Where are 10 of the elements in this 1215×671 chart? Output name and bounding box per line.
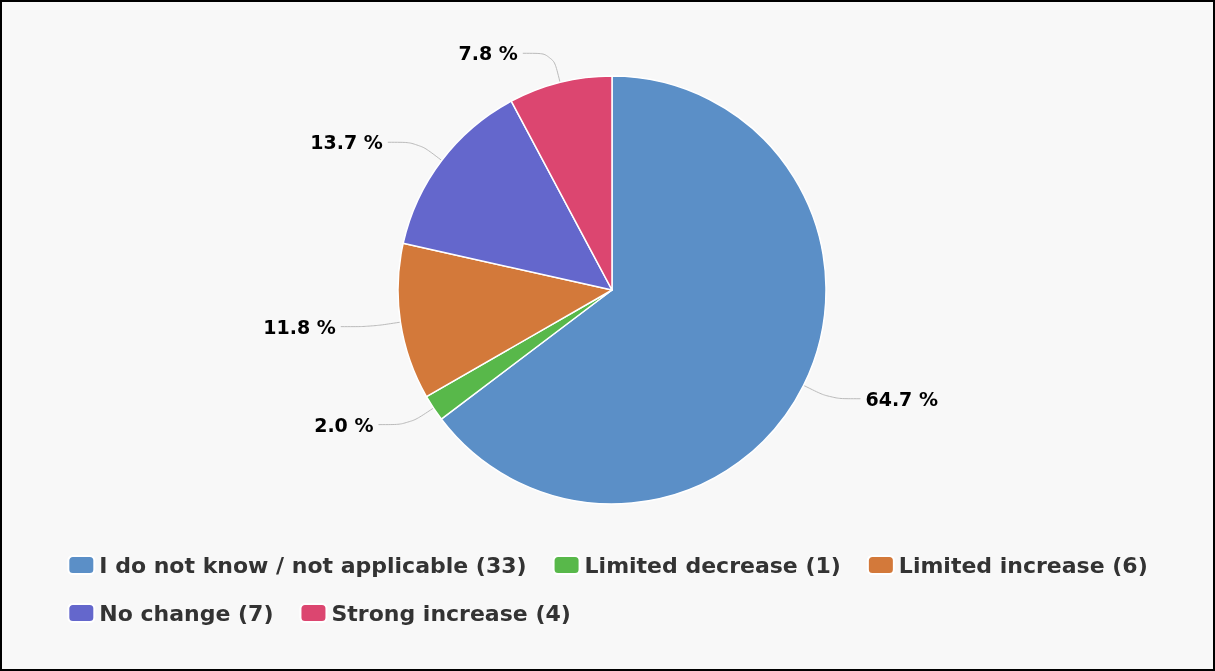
legend-label: No change (7) [99,600,274,626]
legend-label: Strong increase (4) [331,600,571,626]
data-label: 2.0 % [314,413,374,436]
data-label: 11.8 % [263,315,336,338]
data-label: 13.7 % [310,131,383,154]
data-label: 64.7 % [865,387,938,410]
legend-label: Limited decrease (1) [584,552,841,578]
data-label: 7.8 % [458,42,518,65]
legend-label: Limited increase (6) [898,552,1148,578]
legend-label: I do not know / not applicable (33) [99,552,527,578]
